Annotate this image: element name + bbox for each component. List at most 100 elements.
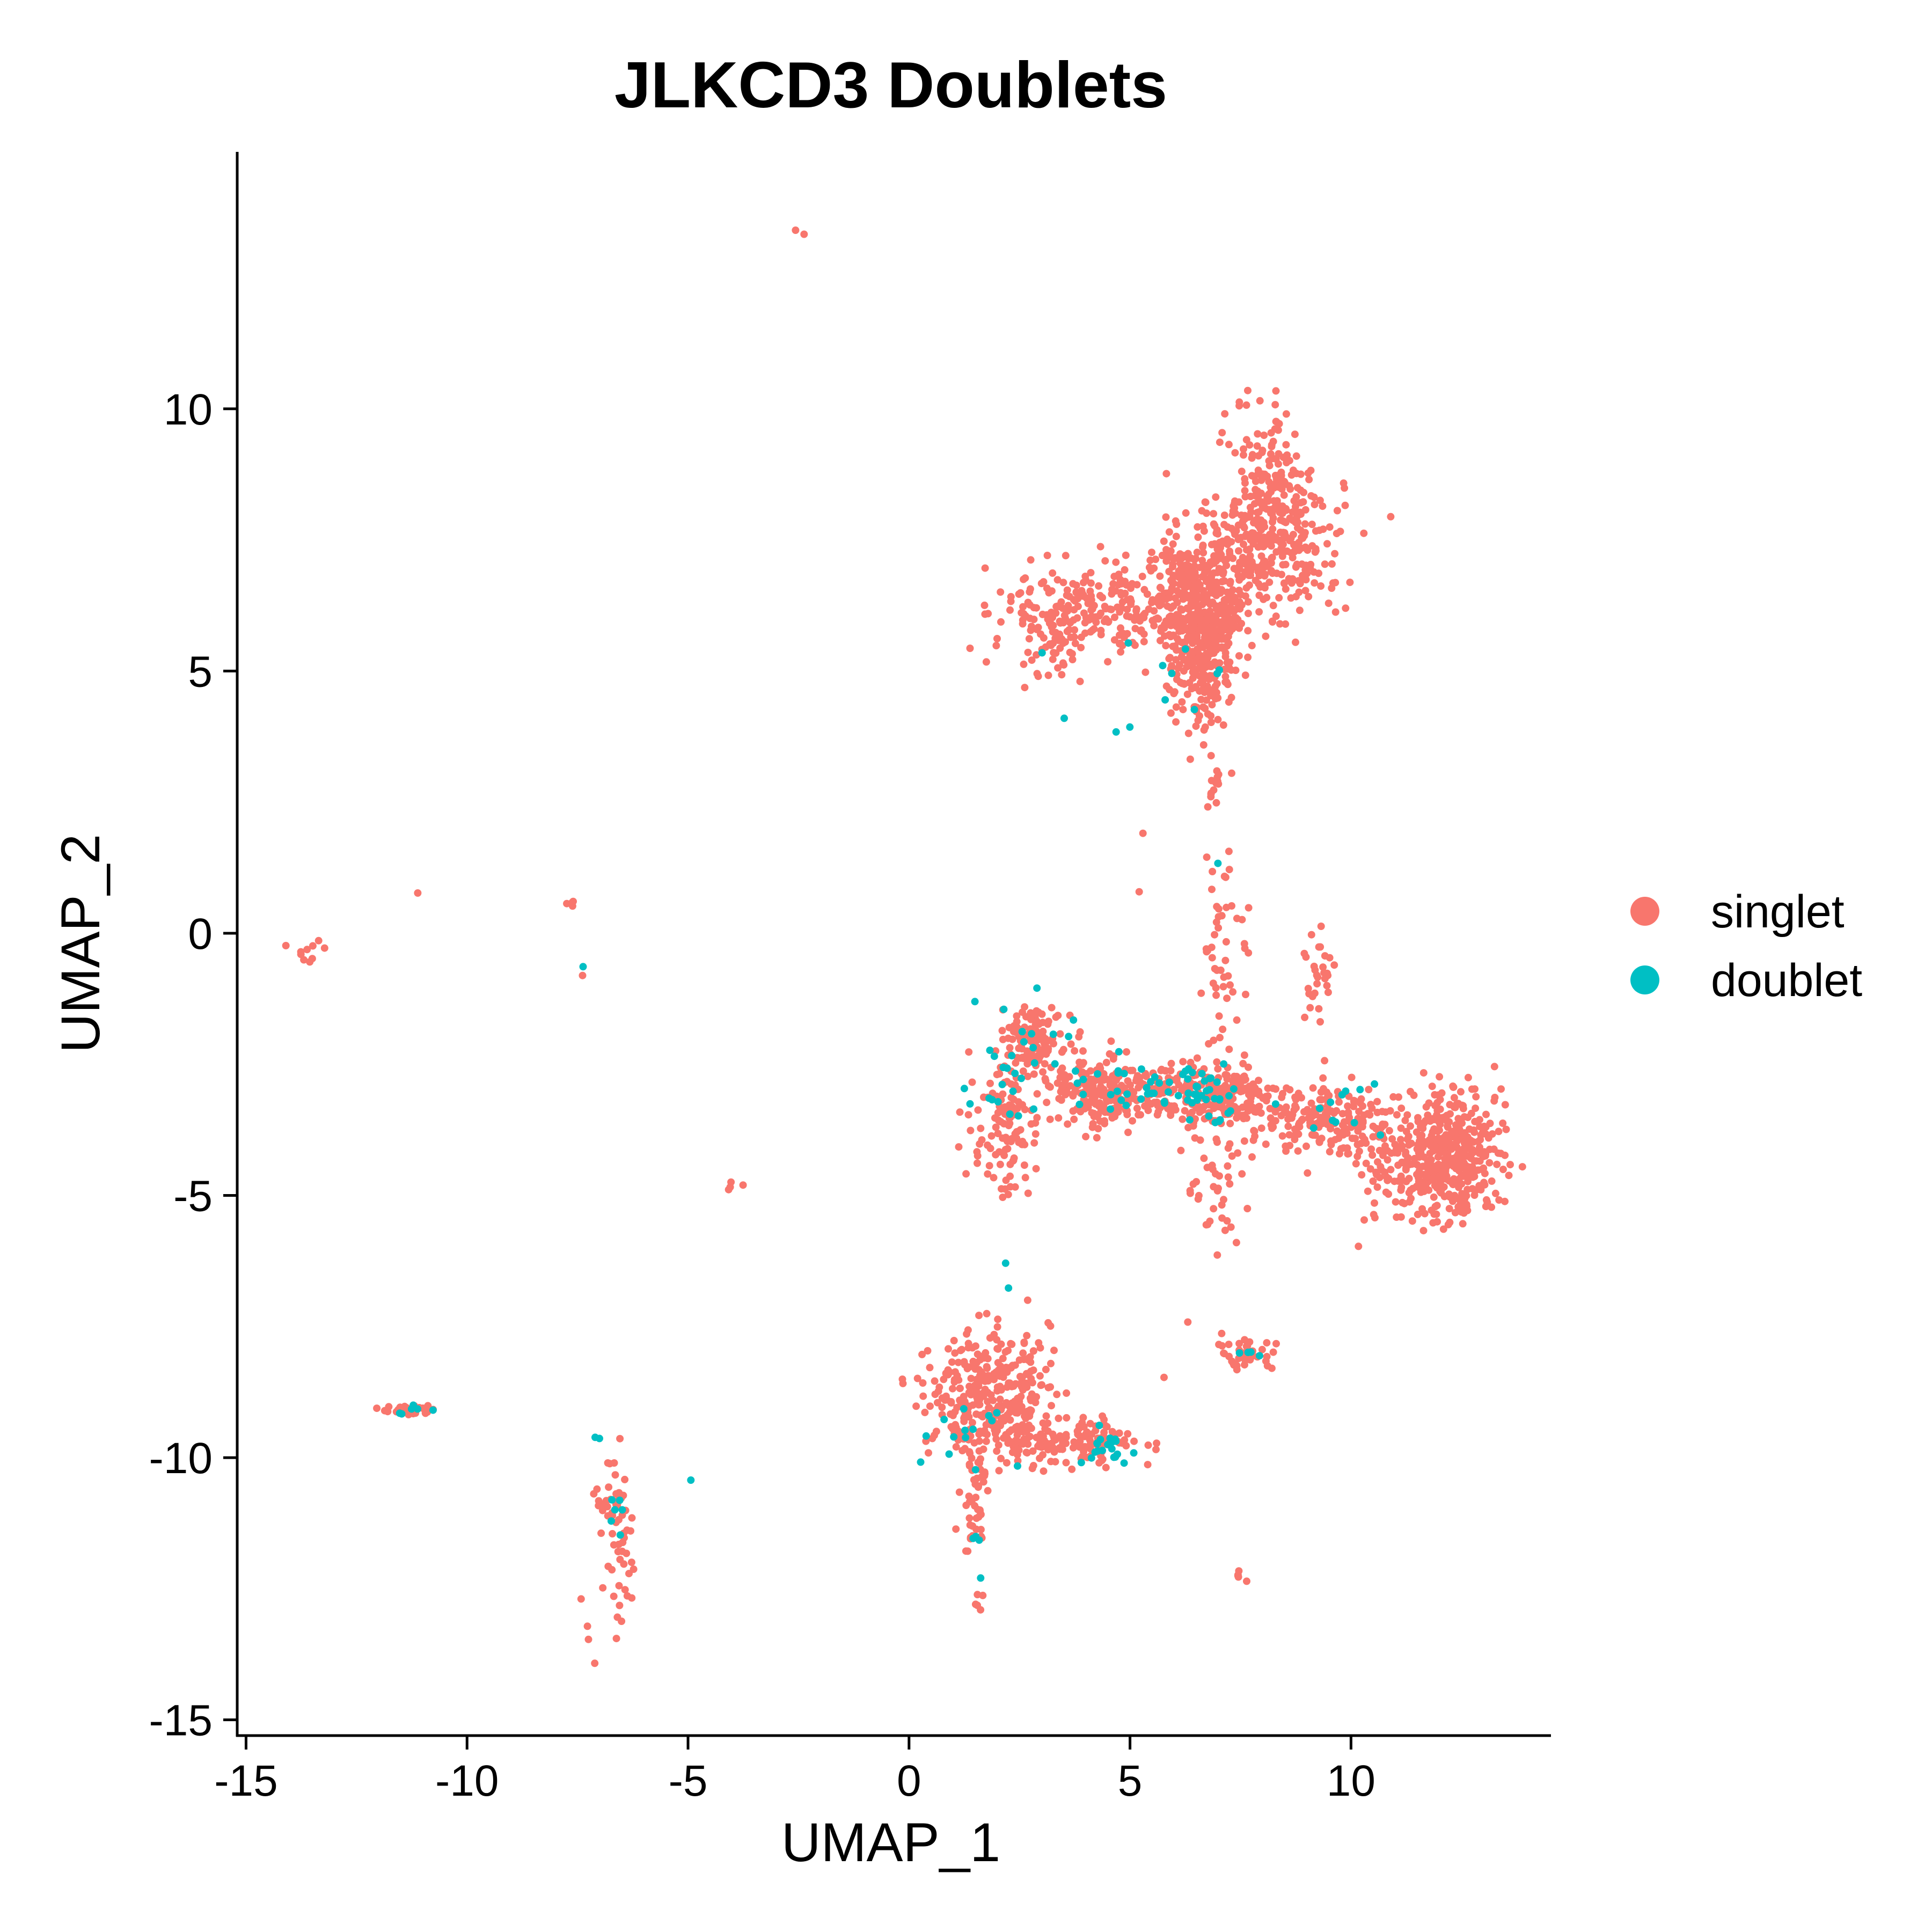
singlet-point: [1470, 1191, 1479, 1199]
singlet-point: [1198, 507, 1206, 515]
singlet-point: [610, 1592, 618, 1600]
singlet-point: [1425, 1099, 1433, 1107]
doublet-point: [591, 1433, 599, 1441]
doublet-point: [998, 1080, 1006, 1088]
singlet-point: [1183, 690, 1191, 698]
singlet-point: [1097, 631, 1105, 639]
singlet-point: [1255, 1077, 1263, 1085]
singlet-point: [1100, 1429, 1108, 1436]
singlet-point: [1300, 949, 1308, 957]
singlet-point: [1188, 626, 1196, 634]
singlet-point: [951, 1425, 959, 1433]
singlet-point: [1247, 1097, 1254, 1106]
singlet-point: [1148, 548, 1155, 557]
singlet-point: [1234, 572, 1242, 580]
singlet-point: [1033, 604, 1041, 612]
singlet-point: [1115, 570, 1123, 579]
doublet-point: [1184, 1075, 1192, 1083]
singlet-point: [1350, 1102, 1358, 1110]
singlet-point: [940, 1375, 948, 1384]
singlet-point: [1458, 1101, 1466, 1109]
doublet-point: [1079, 1091, 1087, 1099]
x-tick-label: 10: [1327, 1757, 1375, 1805]
singlet-point: [1215, 1012, 1223, 1020]
singlet-point: [1035, 1443, 1043, 1451]
singlet-point: [1102, 1058, 1110, 1066]
singlet-point: [1160, 537, 1168, 545]
singlet-point: [1067, 633, 1075, 641]
singlet-point: [1292, 638, 1299, 646]
singlet-point: [1403, 1135, 1411, 1143]
singlet-point: [998, 1027, 1006, 1035]
singlet-point: [1392, 1198, 1400, 1206]
doublet-point: [1070, 1016, 1078, 1024]
singlet-point: [1044, 1419, 1052, 1427]
singlet-point: [1044, 671, 1052, 679]
singlet-point: [1014, 1098, 1022, 1106]
singlet-point: [1248, 641, 1256, 649]
singlet-point: [1506, 1161, 1514, 1169]
singlet-point: [593, 1485, 601, 1493]
singlet-point: [1311, 501, 1319, 509]
singlet-point: [1235, 402, 1243, 410]
singlet-point: [1021, 1380, 1029, 1387]
singlet-point: [1481, 1181, 1489, 1189]
singlet-point: [1196, 1136, 1204, 1144]
singlet-point: [1002, 1399, 1011, 1407]
singlet-point: [1366, 1111, 1374, 1119]
singlet-point: [414, 889, 422, 897]
doublet-point: [1161, 696, 1169, 704]
singlet-point: [956, 1108, 964, 1116]
singlet-point: [1425, 1186, 1433, 1194]
doublet-point: [1113, 1087, 1121, 1095]
singlet-point: [1026, 1432, 1034, 1440]
singlet-point: [1013, 1018, 1021, 1026]
singlet-point: [1352, 1160, 1360, 1168]
singlet-point: [967, 1391, 975, 1399]
singlet-point: [1194, 533, 1202, 541]
singlet-point: [1054, 664, 1062, 672]
singlet-point: [1100, 1086, 1108, 1093]
singlet-point: [1203, 636, 1211, 645]
singlet-point: [1261, 523, 1269, 531]
singlet-point: [1211, 931, 1219, 939]
singlet-point: [1424, 1168, 1432, 1176]
singlet-point: [1107, 1037, 1115, 1045]
doublet-point: [1030, 1105, 1038, 1113]
singlet-point: [973, 1148, 981, 1156]
singlet-point: [1199, 703, 1207, 711]
singlet-point: [1324, 599, 1333, 608]
singlet-point: [999, 1194, 1007, 1201]
singlet-point: [1052, 1013, 1060, 1021]
singlet-point: [1244, 386, 1252, 394]
singlet-point: [1123, 612, 1131, 620]
singlet-point: [1304, 1169, 1312, 1177]
singlet-point: [1238, 467, 1246, 475]
singlet-point: [981, 564, 989, 572]
doublet-point: [1077, 1459, 1085, 1467]
singlet-point: [1039, 1068, 1047, 1076]
singlet-point: [1121, 1436, 1129, 1444]
singlet-point: [1317, 923, 1325, 930]
singlet-point: [1192, 657, 1200, 665]
singlet-point: [1490, 1063, 1498, 1071]
singlet-point: [1124, 1077, 1132, 1085]
singlet-point: [966, 645, 974, 652]
singlet-point: [926, 1402, 934, 1410]
singlet-point: [1216, 1034, 1224, 1042]
singlet-point: [1004, 1190, 1012, 1198]
singlet-point: [1129, 1117, 1136, 1125]
singlet-point: [1429, 1147, 1437, 1155]
doublet-point: [1184, 1089, 1192, 1097]
singlet-point: [1238, 1111, 1246, 1119]
singlet-point: [1263, 492, 1271, 500]
singlet-point: [1373, 1183, 1381, 1191]
singlet-point: [1240, 1137, 1248, 1145]
singlet-point: [1306, 564, 1314, 572]
singlet-point: [610, 1541, 618, 1549]
singlet-point: [1462, 1192, 1470, 1200]
singlet-point: [1198, 557, 1206, 565]
singlet-point: [1059, 659, 1067, 667]
singlet-point: [1240, 445, 1247, 453]
singlet-point: [1054, 602, 1062, 610]
